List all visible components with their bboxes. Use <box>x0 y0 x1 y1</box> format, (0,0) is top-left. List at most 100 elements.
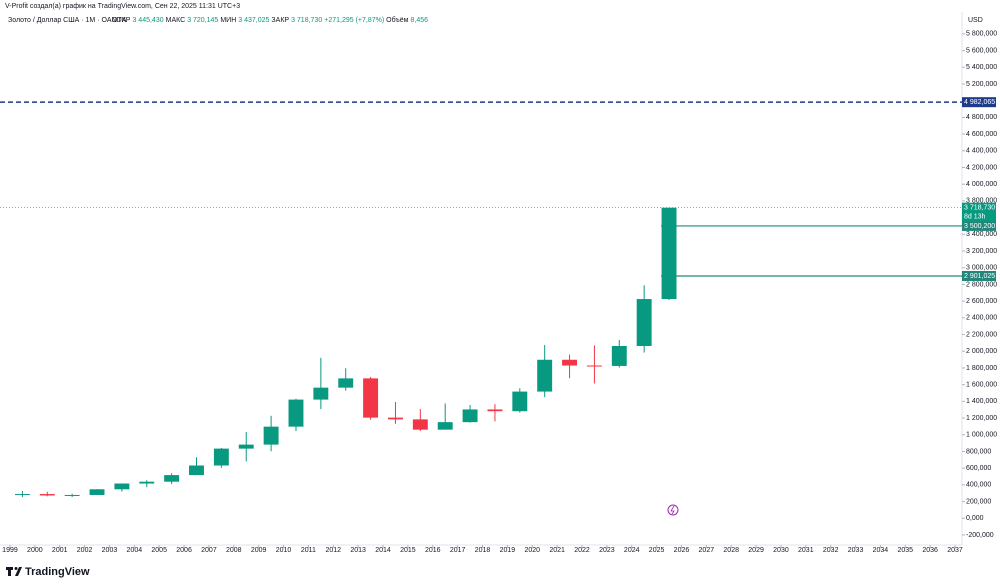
y-tick-label: 0,000 <box>966 515 984 522</box>
candle-body <box>437 422 453 430</box>
candle-body <box>238 444 254 449</box>
x-tick-label: 2027 <box>699 547 715 554</box>
attribution: V-Profit создал(а) график на TradingView… <box>5 3 240 10</box>
y-tick-label: 800,000 <box>966 448 991 455</box>
logo-mark <box>8 567 11 576</box>
x-tick-label: 2020 <box>524 547 540 554</box>
x-tick-label: 2032 <box>823 547 839 554</box>
price-level-box <box>962 220 996 231</box>
candle-body <box>636 299 652 346</box>
candle-body <box>64 494 80 496</box>
candle-body <box>611 345 627 366</box>
y-tick-label: 1 000,000 <box>966 432 997 439</box>
x-tick-label: 2019 <box>500 547 516 554</box>
candle-body <box>164 475 180 482</box>
legend-label: МИН <box>220 17 236 24</box>
currency: USD <box>968 17 983 24</box>
candle-body <box>14 494 30 496</box>
x-tick-label: 2000 <box>27 547 43 554</box>
x-tick-label: 2009 <box>251 547 267 554</box>
logo-text: TradingView <box>25 566 90 578</box>
x-tick-label: 2012 <box>325 547 341 554</box>
y-tick-label: 4 400,000 <box>966 148 997 155</box>
y-tick-label: 1 600,000 <box>966 381 997 388</box>
x-tick-label: 2031 <box>798 547 814 554</box>
x-tick-label: 2021 <box>549 547 565 554</box>
x-tick-label: 2022 <box>574 547 590 554</box>
logo-mark <box>15 567 22 576</box>
legend-value: 3 445,430 <box>132 17 163 24</box>
event-icon[interactable] <box>667 504 679 516</box>
y-tick-label: 600,000 <box>966 465 991 472</box>
x-tick-label: 2013 <box>350 547 366 554</box>
price-level-label: 4 982,065 <box>964 99 995 106</box>
y-tick-label: 400,000 <box>966 482 991 489</box>
legend-label: МАКС <box>166 17 186 24</box>
y-tick-label: 3 200,000 <box>966 248 997 255</box>
x-tick-label: 2036 <box>922 547 938 554</box>
y-tick-label: 5 600,000 <box>966 47 997 54</box>
y-tick-label: 1 800,000 <box>966 365 997 372</box>
x-tick-label: 2002 <box>77 547 93 554</box>
x-tick-label: 2029 <box>748 547 764 554</box>
legend-value: 3 437,025 <box>238 17 269 24</box>
x-tick-label: 2011 <box>301 547 316 554</box>
x-tick-label: 2018 <box>475 547 491 554</box>
x-tick-label: 2028 <box>723 547 739 554</box>
x-tick-label: 2033 <box>848 547 864 554</box>
candle-body <box>387 417 403 420</box>
x-tick-label: 2024 <box>624 547 640 554</box>
legend-value: 3 720,145 <box>187 17 218 24</box>
y-tick-label: 3 000,000 <box>966 265 997 272</box>
x-tick-label: 2016 <box>425 547 441 554</box>
candle-body <box>537 359 553 392</box>
legend-value: 8,456 <box>410 17 428 24</box>
x-tick-label: 2034 <box>873 547 889 554</box>
y-tick-label: 5 400,000 <box>966 64 997 71</box>
y-tick-label: 200,000 <box>966 498 991 505</box>
candle-body <box>462 409 478 423</box>
x-tick-label: 2023 <box>599 547 615 554</box>
candle-body <box>586 365 602 367</box>
x-tick-label: 2008 <box>226 547 242 554</box>
candle-body <box>313 387 329 400</box>
y-tick-label: 3 400,000 <box>966 231 997 238</box>
price-level-label: 2 901,025 <box>964 273 995 280</box>
x-tick-label: 2017 <box>450 547 466 554</box>
candle-body <box>89 489 105 495</box>
candle-body <box>139 481 155 484</box>
x-tick-label: 2010 <box>276 547 292 554</box>
legend-label: ЗАКР <box>271 17 289 24</box>
candle-body <box>412 419 428 430</box>
logo: TradingView <box>6 566 90 578</box>
x-tick-label: 2014 <box>375 547 391 554</box>
y-tick-label: 1 400,000 <box>966 398 997 405</box>
x-tick-label: 2026 <box>674 547 690 554</box>
price-level-box <box>962 97 996 108</box>
candle-body <box>189 465 204 476</box>
legend-label: Объём <box>386 16 408 24</box>
x-tick-label: 2025 <box>649 547 665 554</box>
candle-body <box>213 448 229 466</box>
x-tick-label: 2005 <box>151 547 167 554</box>
chart-title: Золото / Доллар США · 1М · OANDA <box>8 17 127 24</box>
candle-body <box>338 378 354 388</box>
candle-body <box>487 409 503 412</box>
logo-mark <box>14 567 18 570</box>
candle-body <box>39 494 55 496</box>
y-tick-label: 4 800,000 <box>966 114 997 121</box>
x-tick-label: 2015 <box>400 547 416 554</box>
y-tick-label: 1 200,000 <box>966 415 997 422</box>
x-tick-label: 2001 <box>52 547 68 554</box>
legend-label: ОТКР <box>112 17 131 24</box>
y-tick-label: 4 600,000 <box>966 131 997 138</box>
y-tick-label: -200,000 <box>966 532 994 539</box>
y-tick-label: 2 200,000 <box>966 331 997 338</box>
candle-body <box>263 426 279 445</box>
y-tick-label: 4 000,000 <box>966 181 997 188</box>
x-tick-label: 2037 <box>947 547 963 554</box>
legend-change: +271,295 (+7,87%) <box>324 17 384 24</box>
x-tick-label: 2035 <box>898 547 914 554</box>
candle-body <box>512 391 528 412</box>
